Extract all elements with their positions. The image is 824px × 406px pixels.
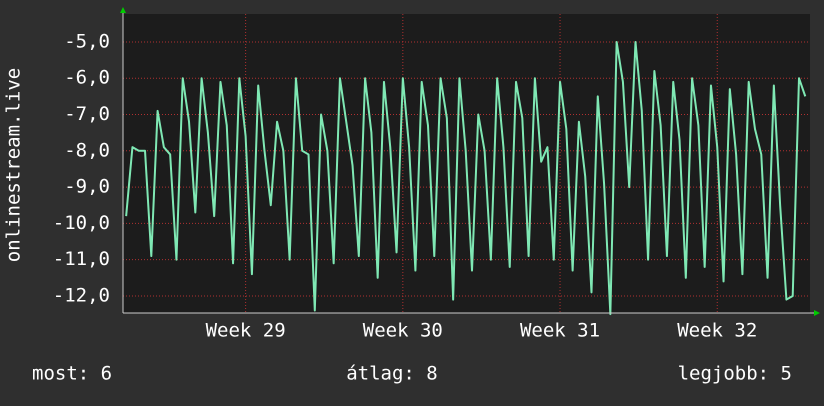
y-tick-label: -7,0 bbox=[64, 103, 110, 125]
x-tick-label: Week 29 bbox=[206, 320, 286, 342]
y-tick-label: -8,0 bbox=[64, 139, 110, 161]
y-arrow bbox=[120, 7, 126, 13]
y-tick-label: -9,0 bbox=[64, 176, 110, 198]
footer-best: legjobb: 5 bbox=[678, 363, 792, 385]
y-tick-label: -12,0 bbox=[53, 284, 110, 306]
y-tick-label: -5,0 bbox=[64, 30, 110, 52]
y-tick-label: -11,0 bbox=[53, 248, 110, 270]
x-tick-label: Week 32 bbox=[677, 320, 757, 342]
y-axis-label: onlinestream.live bbox=[3, 68, 25, 262]
footer-average: átlag: 8 bbox=[346, 363, 438, 385]
x-tick-label: Week 31 bbox=[520, 320, 600, 342]
data-line bbox=[125, 40, 807, 316]
x-arrow bbox=[814, 310, 820, 316]
y-tick-label: -10,0 bbox=[53, 212, 110, 234]
y-tick-label: -6,0 bbox=[64, 67, 110, 89]
footer-current: most: 6 bbox=[32, 363, 112, 385]
x-tick-label: Week 30 bbox=[363, 320, 443, 342]
